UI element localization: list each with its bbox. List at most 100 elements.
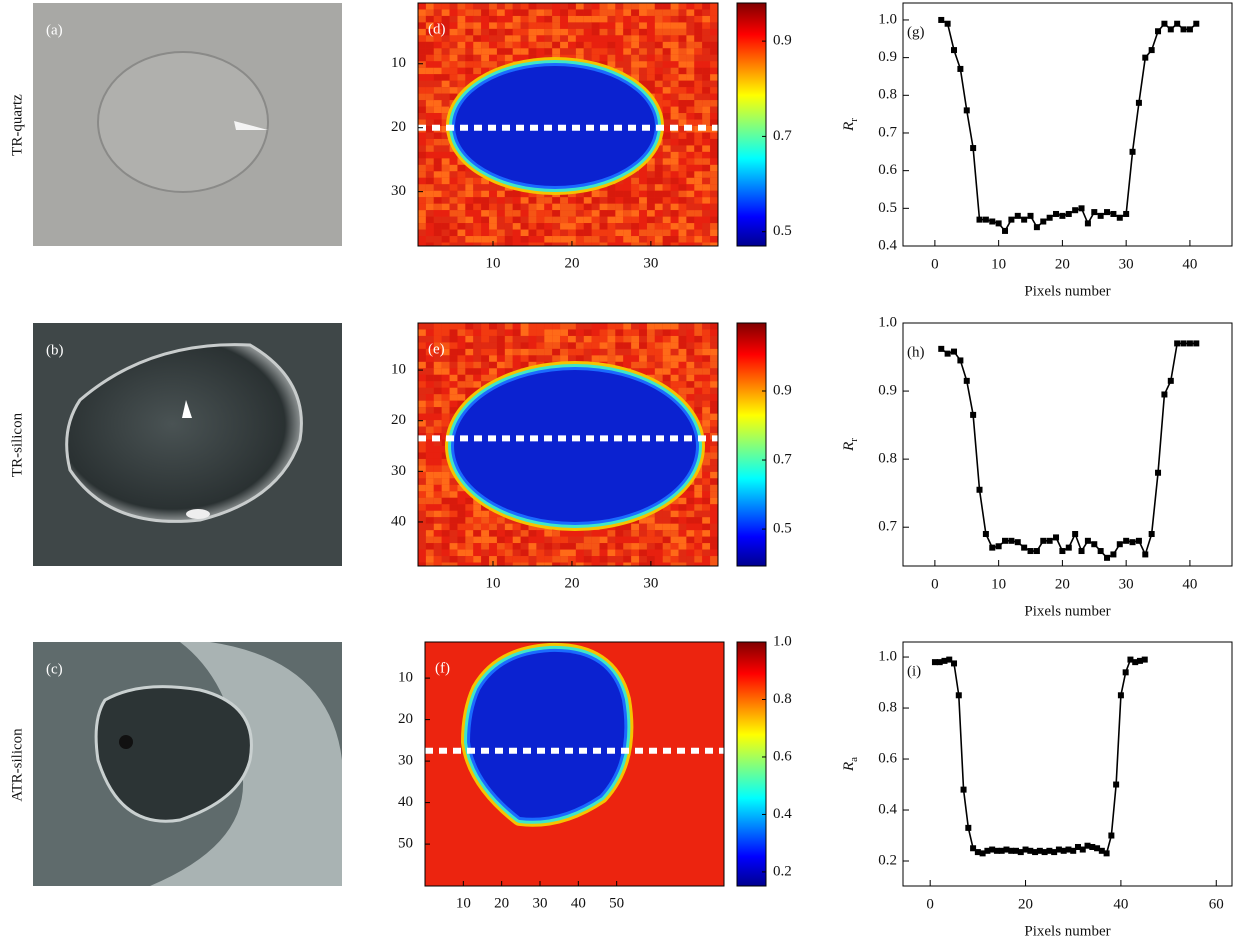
heatmap-cell — [465, 3, 474, 10]
heatmap-cell — [489, 35, 497, 42]
heatmap-cell — [465, 536, 474, 544]
marker — [965, 824, 972, 831]
heatmap-cell — [639, 28, 647, 36]
x-tick-label: 60 — [1209, 896, 1224, 912]
heatmap-cell — [686, 15, 695, 23]
heatmap-cell — [512, 543, 521, 550]
heatmap-cell — [639, 177, 647, 185]
x-axis-label: Pixels number — [1024, 283, 1110, 299]
heatmap-cell — [615, 523, 624, 531]
marker — [995, 220, 1002, 227]
heatmap-cell — [418, 530, 426, 537]
heatmap-cell — [536, 223, 545, 230]
heatmap-cell — [670, 374, 679, 382]
heatmap-cell — [670, 138, 679, 146]
marker — [1014, 539, 1021, 546]
heatmap-cell — [489, 361, 497, 369]
heatmap-cell — [639, 197, 647, 204]
heatmap-cell — [418, 197, 426, 204]
heatmap-cell — [694, 543, 703, 550]
heatmap-cell — [678, 61, 687, 68]
heatmap-cell — [504, 35, 513, 42]
heatmap-cell — [631, 9, 640, 16]
heatmap-cell — [504, 236, 513, 243]
heatmap-cell — [552, 335, 561, 343]
heatmap-cell — [489, 348, 497, 356]
heatmap-cell — [607, 203, 616, 211]
marker — [1091, 541, 1098, 548]
heatmap-cell — [568, 216, 576, 224]
heatmap-cell — [710, 355, 718, 362]
heatmap-cell — [418, 504, 426, 511]
heatmap-cell — [418, 329, 426, 336]
heatmap-cell — [686, 517, 695, 524]
heatmap-cell — [433, 504, 442, 511]
heatmap-cell — [686, 223, 695, 230]
heatmap-cell — [433, 61, 442, 68]
x-tick-label: 10 — [991, 576, 1006, 592]
heatmap-cell — [418, 67, 426, 75]
heatmap-cell — [694, 151, 703, 159]
heatmap-cell — [662, 138, 671, 146]
heatmap-cell — [710, 361, 718, 369]
heatmap-cell — [512, 223, 521, 230]
heatmap-cell — [631, 3, 640, 10]
marker — [1097, 548, 1104, 555]
heatmap-cell — [710, 177, 718, 185]
heatmap-cell — [591, 549, 600, 557]
heatmap-cell — [496, 323, 505, 330]
heatmap-cell — [710, 210, 718, 217]
heatmap-cell — [496, 223, 505, 230]
heatmap-cell — [465, 67, 474, 75]
marker — [1113, 781, 1120, 788]
x-tick-label: 10 — [991, 256, 1006, 272]
heatmap-cell — [544, 530, 553, 537]
heatmap-cell — [686, 145, 695, 152]
heatmap-cell — [678, 368, 687, 375]
y-axis-label: Ra — [841, 757, 859, 772]
heatmap-cell — [639, 190, 647, 198]
heatmap-cell — [457, 562, 466, 566]
heatmap-cell — [481, 216, 490, 224]
heatmap-cell — [623, 361, 632, 369]
heatmap-cell — [670, 216, 679, 224]
heatmap-cell — [496, 203, 505, 211]
heatmap-cell — [654, 523, 663, 531]
heatmap-cell — [631, 216, 640, 224]
heatmap-cell — [473, 197, 482, 204]
heatmap-cell — [449, 177, 458, 185]
heatmap-cell — [512, 361, 521, 369]
heatmap-cell — [631, 54, 640, 62]
heatmap-cell — [418, 48, 426, 55]
heatmap-cell — [512, 523, 521, 531]
heatmap-cell — [465, 22, 474, 29]
marker — [1013, 847, 1020, 854]
marker — [989, 846, 996, 853]
heatmap-cell — [425, 420, 434, 427]
heatmap-cell — [591, 3, 600, 10]
marker — [1084, 220, 1091, 227]
heatmap-cell — [418, 523, 426, 531]
heatmap-cell — [465, 355, 474, 362]
heatmap-cell — [552, 329, 561, 336]
heatmap-cell — [441, 61, 450, 68]
heatmap-cell — [449, 164, 458, 172]
heatmap-cell — [473, 504, 482, 511]
heatmap-cell — [670, 171, 679, 178]
heatmap-cell — [433, 530, 442, 537]
marker — [1084, 842, 1091, 849]
heatmap-cell — [639, 41, 647, 49]
heatmap-cell — [544, 223, 553, 230]
heatmap-cell — [528, 203, 537, 211]
heatmap-cell — [449, 93, 458, 101]
heatmap-cell — [481, 329, 490, 336]
heatmap-cell — [473, 342, 482, 349]
y-tick-label: 10 — [391, 55, 406, 71]
heatmap-cell — [646, 177, 655, 185]
heatmap-cell — [441, 48, 450, 55]
heatmap-cell — [441, 119, 450, 126]
heatmap-cell — [512, 15, 521, 23]
heatmap-cell — [441, 426, 450, 434]
heatmap-cell — [418, 80, 426, 88]
heatmap-cell — [678, 517, 687, 524]
